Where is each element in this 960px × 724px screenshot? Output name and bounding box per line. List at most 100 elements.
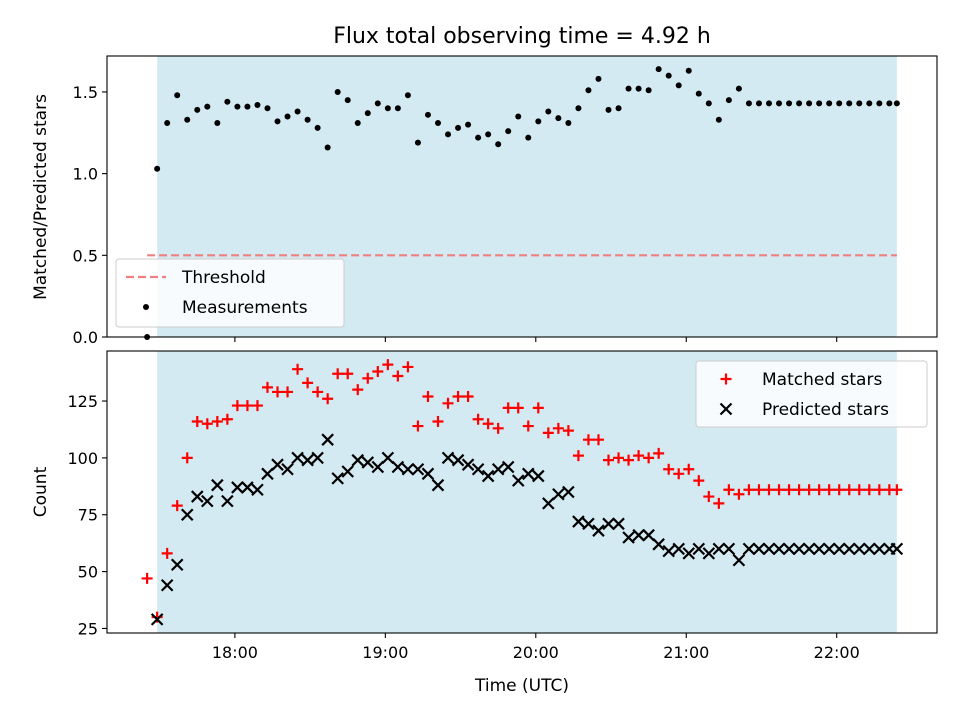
predicted-stars-point [301, 453, 314, 467]
measurement-point [786, 100, 793, 107]
predicted-stars-point [702, 547, 716, 560]
matched-stars-point [743, 484, 755, 496]
predicted-stars-point [752, 542, 766, 556]
matched-stars-point [221, 413, 233, 425]
matched-stars-point [342, 368, 354, 380]
matched-stars-point [813, 484, 825, 496]
bottom-x-tick-label: 20:00 [513, 643, 559, 662]
measurement-point [893, 100, 900, 107]
matched-stars-point [201, 418, 213, 430]
measurement-point [354, 119, 361, 126]
matched-stars-point [472, 413, 484, 425]
predicted-stars-point [582, 517, 595, 531]
predicted-stars-point [381, 451, 395, 465]
measurement-point [866, 100, 873, 107]
matched-stars-point [552, 422, 564, 434]
predicted-stars-point [521, 467, 535, 481]
measurement-point [725, 97, 732, 104]
matched-stars-point [793, 484, 805, 496]
predicted-stars-point [180, 508, 194, 522]
matched-stars-point [432, 416, 444, 427]
predicted-stars-point [672, 542, 685, 556]
measurement-point [364, 110, 371, 117]
top-legend: Threshold Measurements [115, 258, 345, 328]
matched-stars-point [783, 484, 795, 496]
measurement-point [535, 118, 542, 125]
measurement-point [434, 119, 441, 126]
bottom-y-tick-label: 100 [67, 449, 98, 468]
top-legend-box [115, 258, 345, 328]
predicted-stars-point [832, 542, 846, 556]
predicted-stars-point [291, 451, 304, 465]
predicted-stars-point [742, 542, 756, 556]
matched-stars-point [532, 402, 544, 414]
predicted-stars-point [732, 553, 746, 567]
measurement-point [635, 85, 642, 92]
measurement-point [765, 100, 772, 107]
predicted-stars-point [792, 542, 806, 556]
bottom-legend: Matched stars Predicted stars [695, 360, 928, 428]
measurement-point [404, 92, 411, 99]
measurement-point [204, 103, 211, 110]
bottom-axes-frame [106, 350, 938, 634]
predicted-stars-point [491, 462, 505, 476]
predicted-stars-point [890, 542, 904, 556]
predicted-stars-point [552, 487, 565, 501]
measurement-point [565, 119, 572, 126]
predicted-stars-point [261, 467, 274, 481]
measurement-point [495, 141, 502, 148]
measurement-point [605, 106, 612, 113]
measurement-point [675, 82, 682, 89]
matched-stars-point [633, 450, 645, 462]
matched-stars-point [282, 386, 294, 398]
measurement-point [755, 100, 762, 107]
predicted-stars-point [391, 460, 405, 474]
predicted-stars-point [682, 547, 696, 560]
predicted-stars-point [361, 456, 375, 469]
measurement-point [856, 100, 863, 107]
legend-measurements-swatch [143, 304, 149, 310]
matched-stars-point [462, 390, 474, 402]
predicted-stars-point [542, 497, 555, 510]
measurement-point [424, 111, 431, 118]
matched-stars-point [141, 572, 153, 584]
matched-stars-point [613, 452, 625, 464]
predicted-stars-point [873, 542, 886, 556]
x-axis-label: Time (UTC) [474, 676, 569, 696]
predicted-stars-point [371, 460, 385, 474]
predicted-stars-point [532, 469, 545, 483]
predicted-stars-point [331, 472, 344, 485]
legend-threshold-label: Threshold [181, 268, 266, 288]
bottom-series-2 [150, 433, 904, 626]
measurement-point [695, 90, 702, 97]
matched-stars-point [272, 386, 284, 398]
predicted-stars-point [421, 467, 435, 481]
matched-stars-point [683, 463, 695, 475]
measurement-point [705, 100, 712, 107]
predicted-stars-point [341, 465, 355, 478]
predicted-stars-point [712, 542, 726, 556]
matched-stars-point [512, 402, 524, 414]
predicted-stars-point [441, 451, 455, 465]
measurement-point [264, 105, 271, 112]
legend-predicted-swatch [719, 402, 733, 416]
matched-stars-point [412, 420, 424, 432]
measurement-point [475, 134, 482, 141]
matched-stars-point [733, 488, 745, 500]
predicted-stars-point [411, 462, 425, 476]
predicted-stars-point [842, 542, 856, 556]
matched-stars-point [773, 484, 785, 496]
measurement-point [244, 103, 251, 110]
matched-stars-point [891, 484, 903, 496]
matched-stars-point [392, 370, 404, 382]
predicted-stars-point [211, 478, 224, 492]
predicted-stars-point [150, 613, 164, 626]
measurement-point [625, 85, 632, 92]
matched-stars-point [251, 400, 263, 412]
matched-stars-point [643, 452, 655, 464]
bottom-y-tick-label: 25 [78, 619, 98, 638]
matched-stars-point [673, 468, 685, 480]
measurement-point [455, 124, 462, 131]
measurement-point [194, 106, 201, 113]
predicted-stars-point [451, 453, 465, 467]
